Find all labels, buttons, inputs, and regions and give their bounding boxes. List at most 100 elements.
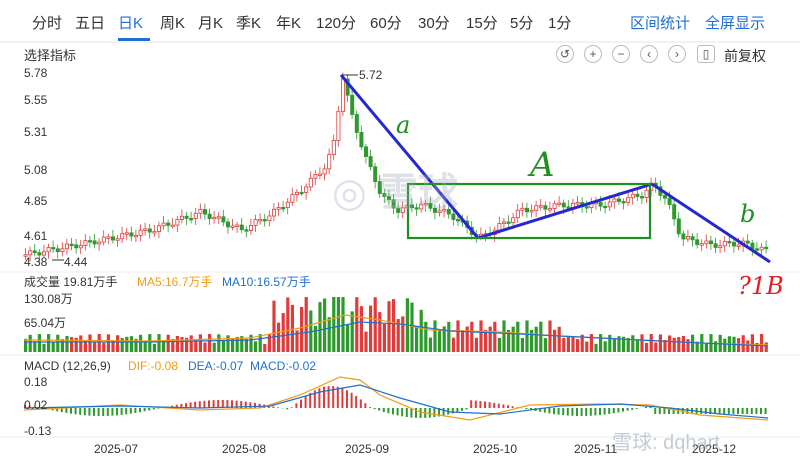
volume-bar [663, 339, 667, 352]
tab-2[interactable]: 五日 [75, 15, 106, 32]
macd-histogram-bar [654, 408, 657, 414]
candle-body [561, 202, 566, 208]
candle-body [386, 196, 391, 201]
reset-icon[interactable]: ↺ [556, 45, 574, 63]
volume-bar [295, 330, 299, 352]
chevron-left-icon[interactable]: ‹ [640, 45, 658, 63]
candle-style-icon[interactable]: ▯ [697, 45, 715, 63]
volume-bar [622, 336, 626, 352]
macd-histogram-bar [148, 408, 151, 411]
volume-bar [327, 317, 331, 352]
volume-bar [447, 321, 451, 352]
volume-bar [580, 334, 584, 352]
candle-body [704, 240, 709, 245]
tab-12[interactable]: 5分 [510, 15, 534, 32]
macd-histogram-bar [373, 408, 376, 410]
macd-histogram-bar [102, 408, 105, 416]
candle-body [202, 209, 207, 215]
tab-7[interactable]: 年K [276, 15, 302, 32]
macd-histogram-bar [709, 408, 712, 414]
volume-bar [585, 341, 589, 352]
macd-histogram-bar [313, 390, 316, 408]
macd-histogram-bar [341, 388, 344, 408]
macd-histogram-bar [741, 408, 744, 414]
tab-8[interactable]: 120分 [316, 15, 357, 32]
candle-body [672, 204, 677, 220]
zoom-in-icon[interactable]: + [584, 45, 602, 63]
macd-histogram-bar [525, 408, 528, 410]
volume-bar [139, 334, 143, 352]
volume-bar [231, 337, 235, 352]
candle-body [55, 248, 60, 252]
tab-9[interactable]: 60分 [370, 15, 402, 32]
fullscreen-button[interactable]: 全屏显示 [705, 15, 766, 32]
price-high-label: 5.72 [359, 68, 383, 82]
tab-10[interactable]: 30分 [418, 15, 450, 32]
volume-bar [401, 316, 405, 352]
tab-6[interactable]: 季K [236, 15, 262, 32]
volume-bar [548, 320, 552, 352]
candle-body [258, 219, 263, 222]
volume-bar [359, 306, 363, 352]
volume-bar [493, 321, 497, 352]
indicator-select[interactable]: 选择指标 [24, 48, 77, 63]
volume-bar [313, 325, 317, 352]
macd-histogram-bar [244, 401, 247, 408]
tab-13[interactable]: 1分 [548, 15, 572, 32]
volume-bar [286, 297, 290, 352]
volume-bar [258, 334, 262, 352]
candle-body [736, 244, 741, 247]
macd-histogram-bar [553, 408, 555, 415]
candle-body [755, 248, 760, 251]
candle-body [253, 219, 258, 226]
candle-body [506, 221, 511, 224]
tab-3[interactable]: 日K [118, 15, 144, 32]
macd-histogram-bar [718, 408, 721, 414]
candle-body [267, 215, 272, 221]
tab-4[interactable]: 周K [160, 15, 186, 32]
chevron-right-icon[interactable]: › [668, 45, 686, 63]
volume-ma10-line [24, 321, 769, 347]
macd-histogram-bar [180, 403, 183, 408]
candle-body [276, 207, 281, 210]
candle-body [115, 238, 120, 241]
volume-bar [649, 334, 653, 352]
candle-body [612, 198, 617, 203]
tab-11[interactable]: 15分 [466, 15, 498, 32]
volume-bar [474, 337, 478, 352]
candle-body [442, 209, 447, 212]
macd-histogram-bar [442, 408, 445, 416]
price-axis-label: 5.55 [24, 93, 48, 107]
macd-histogram-bar [612, 408, 615, 414]
tab-5[interactable]: 月K [198, 15, 224, 32]
macd-histogram-bar [231, 400, 233, 408]
macd-histogram-bar [543, 408, 546, 413]
macd-histogram-bar [631, 408, 634, 410]
macd-histogram-bar [737, 408, 739, 414]
zoom-out-icon[interactable]: − [612, 45, 630, 63]
macd-histogram-bar [760, 408, 762, 414]
candle-body [630, 193, 635, 199]
volume-bar [70, 337, 74, 352]
candle-body [359, 132, 364, 148]
tab-1[interactable]: 分时 [32, 15, 63, 32]
candle-body [455, 219, 460, 222]
macd-histogram-bar [157, 408, 160, 409]
price-low-label: 4.44 [64, 255, 88, 269]
macd-histogram-bar [668, 408, 670, 414]
macd-histogram-bar [56, 408, 59, 412]
macd-histogram-bar [332, 386, 335, 408]
macd-histogram-bar [286, 408, 289, 410]
range-stats-button[interactable]: 区间统计 [630, 15, 691, 32]
candle-body [42, 251, 47, 256]
volume-axis-label: 65.04万 [24, 316, 67, 330]
candle-body [152, 231, 157, 234]
volume-bar [180, 337, 184, 352]
adjust-mode-select[interactable]: 前复权 [724, 48, 766, 64]
period-tab-bar: 分时 五日 日K 周K 月K 季K 年K 120分 60分 30分 15分 5分 1分 [0, 0, 800, 42]
volume-bar [134, 338, 138, 352]
macd-histogram-bar [309, 392, 312, 408]
volume-bar [686, 339, 690, 352]
volume-bar [33, 341, 37, 352]
